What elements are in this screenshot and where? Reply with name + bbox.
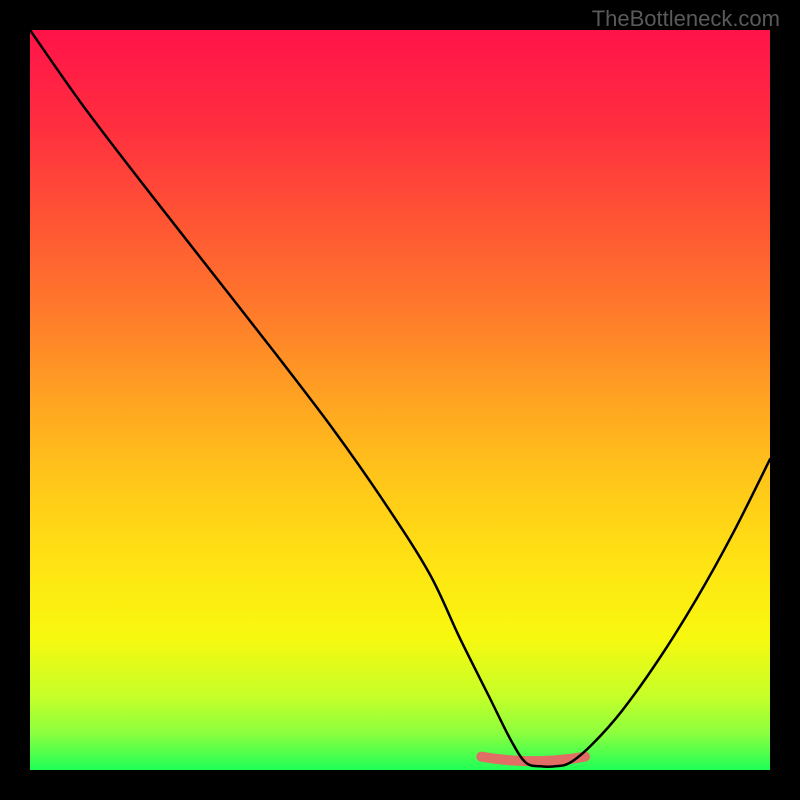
bottleneck-chart-svg bbox=[0, 0, 800, 800]
optimal-range-marker bbox=[481, 757, 585, 761]
watermark-text: TheBottleneck.com bbox=[592, 6, 780, 32]
chart-container: TheBottleneck.com bbox=[0, 0, 800, 800]
